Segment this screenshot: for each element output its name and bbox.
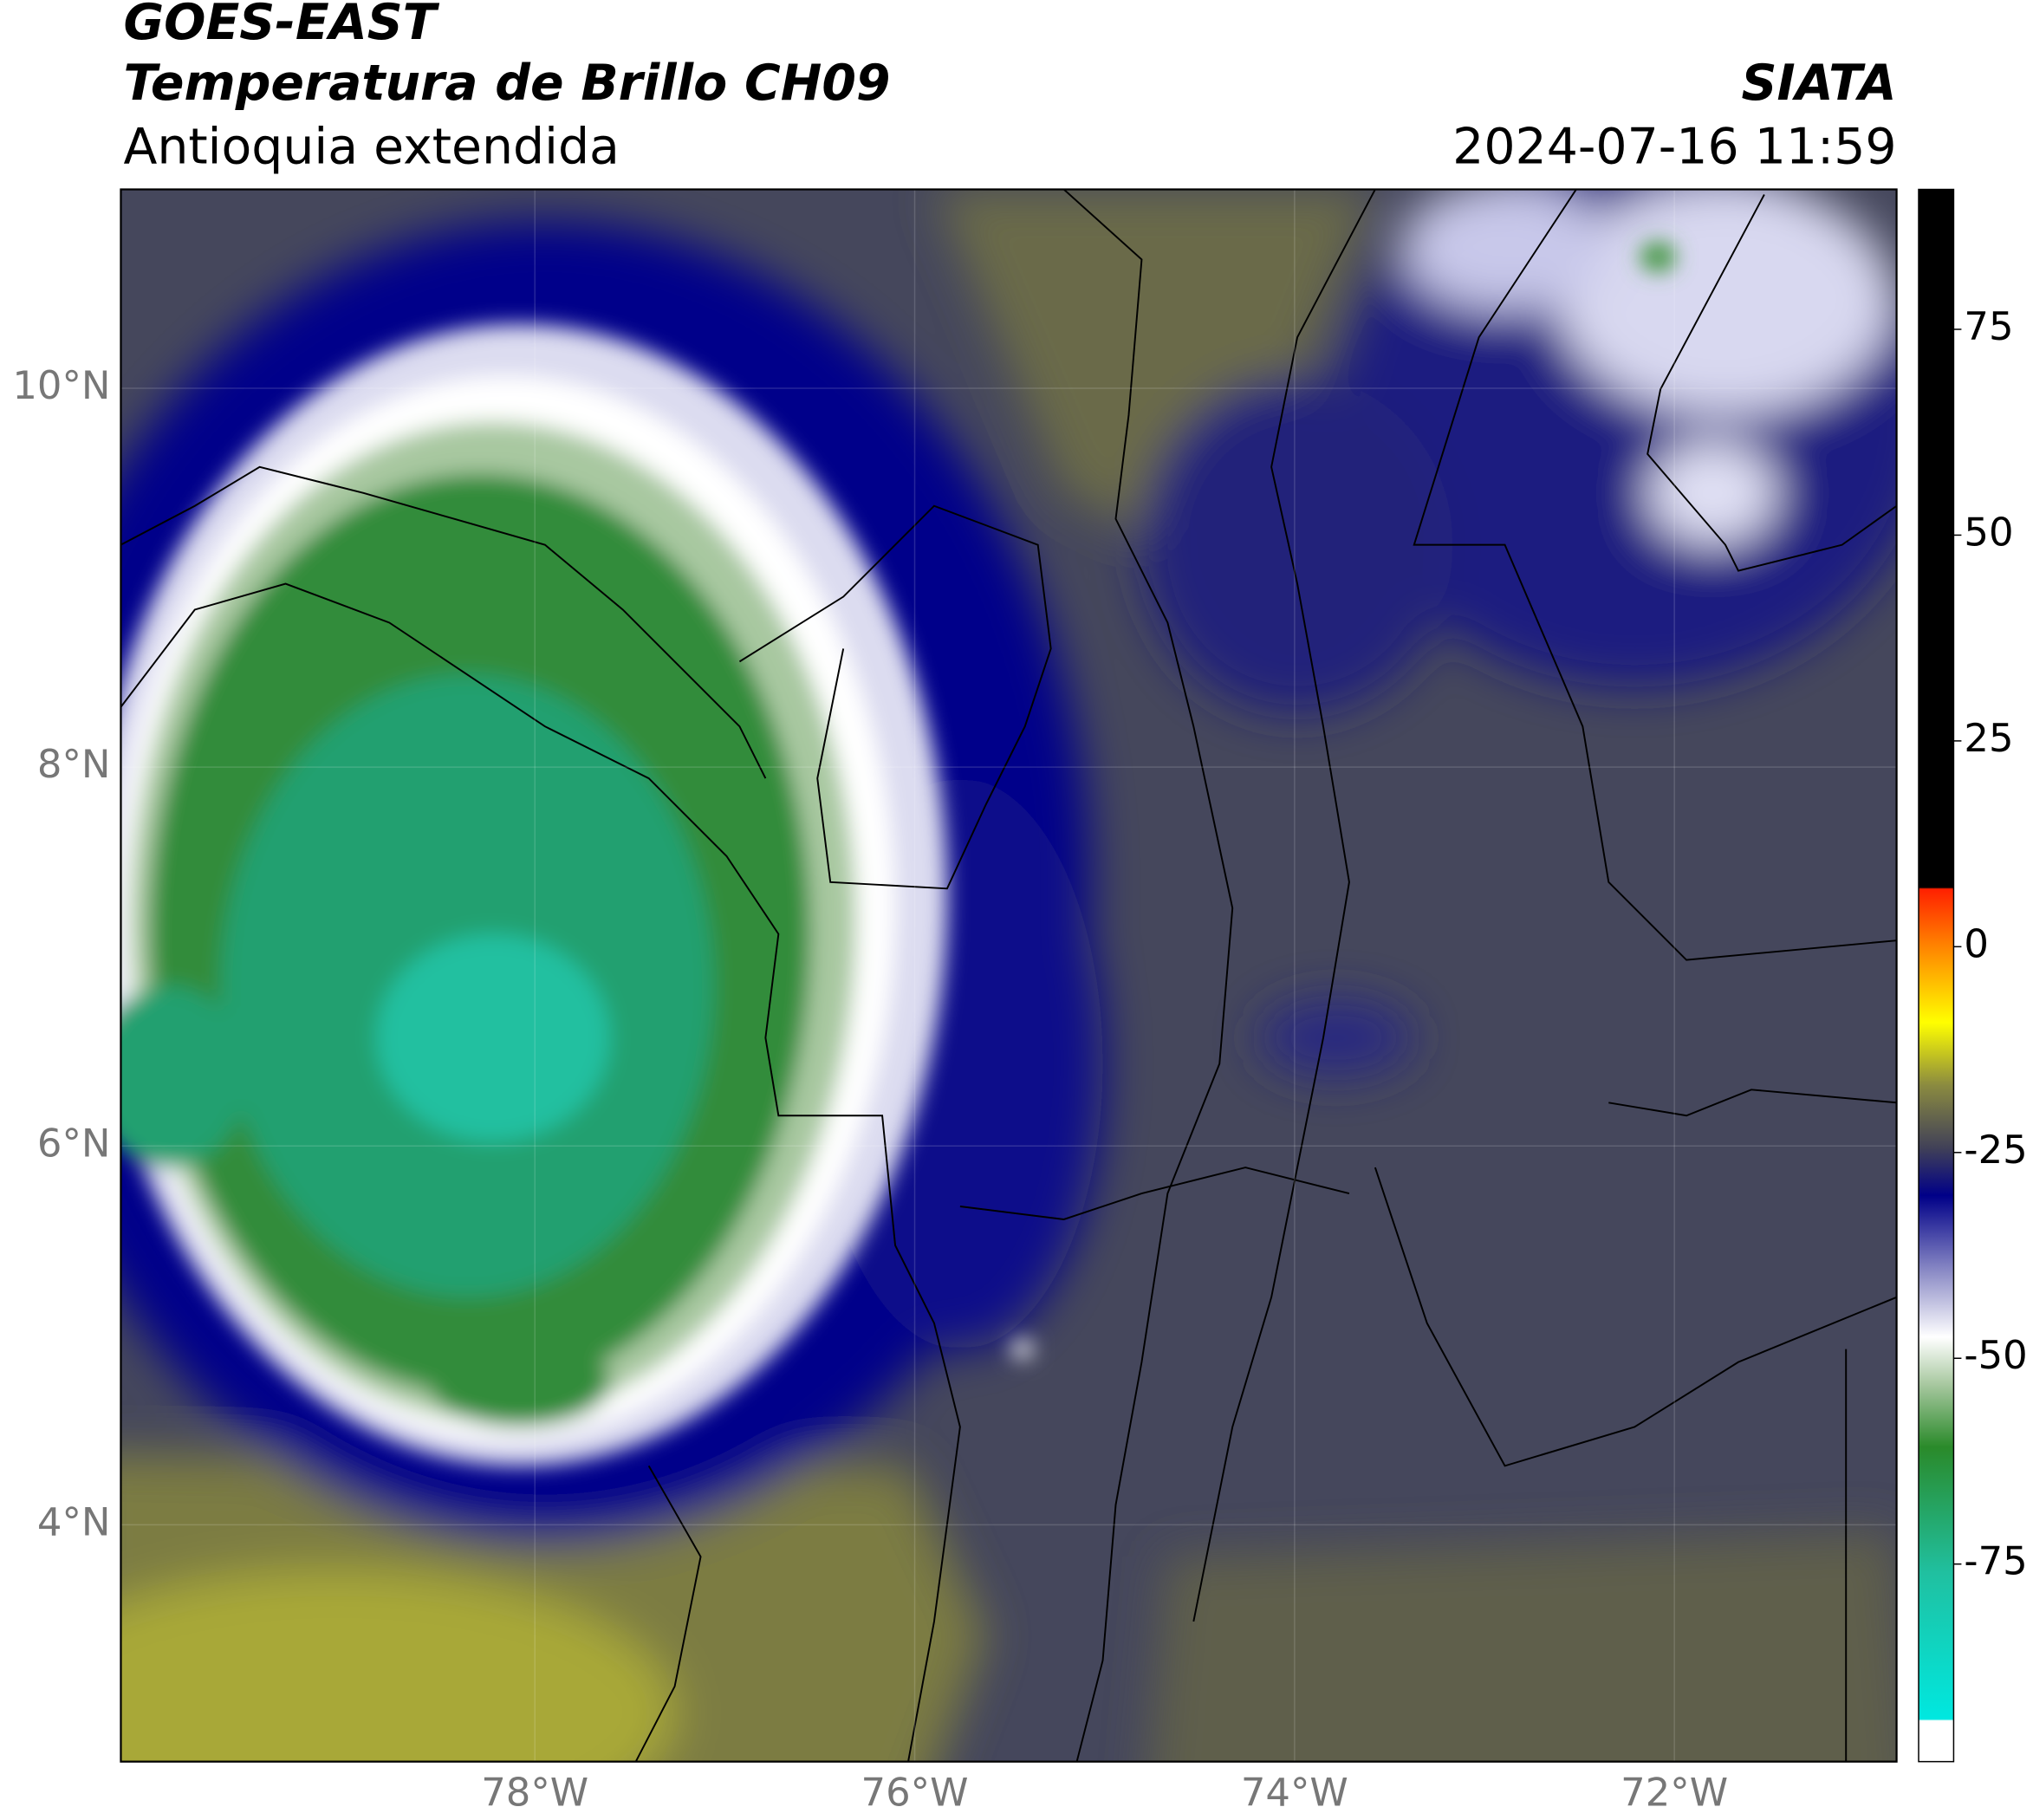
colorbar-tick-label: -25 (1964, 1127, 2027, 1173)
map-frame (120, 188, 1898, 1763)
y-tick-label: 8°N (37, 741, 111, 787)
subtitle: Temperatura de Brillo CH09 (123, 55, 890, 112)
x-tick-label: 76°W (861, 1770, 969, 1816)
x-tick-label: 78°W (481, 1770, 588, 1816)
y-tick-label: 6°N (37, 1120, 111, 1166)
title: GOES-EAST (123, 0, 439, 51)
colorbar (1918, 188, 1955, 1763)
y-tick-label: 10°N (12, 362, 110, 408)
timestamp: 2024-07-16 11:59 (1452, 119, 1896, 176)
satellite-image (120, 189, 1897, 1762)
source: SIATA (1742, 55, 1897, 112)
colorbar-tick-label: 0 (1964, 920, 1989, 966)
grid (120, 189, 1897, 1762)
borders (120, 189, 1897, 1762)
colorbar-tick-label: 25 (1964, 715, 2013, 761)
colorbar-tick-label: 75 (1964, 303, 2013, 349)
colorbar-tick-label: -75 (1964, 1538, 2027, 1584)
y-tick-label: 4°N (37, 1498, 111, 1544)
region: Antioquia extendida (123, 119, 619, 176)
x-tick-label: 72°W (1621, 1770, 1728, 1816)
colorbar-tick-label: 50 (1964, 509, 2013, 555)
x-tick-label: 74°W (1241, 1770, 1348, 1816)
colorbar-tick-label: -50 (1964, 1332, 2027, 1378)
